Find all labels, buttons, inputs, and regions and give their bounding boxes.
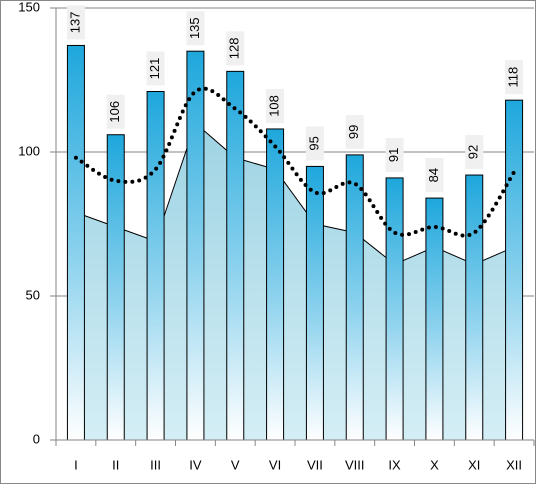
y-tick-label: 150 [18, 0, 40, 14]
bar [345, 154, 364, 441]
data-label: 84 [426, 168, 441, 182]
bar [505, 99, 524, 441]
data-label-box [385, 137, 404, 172]
bar [66, 44, 85, 441]
data-label: 92 [466, 145, 481, 159]
y-tick-label: 50 [26, 287, 40, 302]
data-label: 135 [187, 17, 202, 39]
data-label-box [66, 5, 85, 40]
y-tick-label: 0 [33, 431, 40, 446]
bar [305, 165, 324, 441]
bar [465, 174, 484, 441]
bar [385, 177, 404, 441]
data-label: 91 [386, 148, 401, 162]
x-tick-label: VIII [345, 457, 365, 472]
x-tick-label: VI [269, 457, 281, 472]
x-tick-label: IV [189, 457, 202, 472]
data-label: 128 [227, 38, 242, 60]
data-label: 99 [346, 125, 361, 139]
bar [186, 50, 205, 441]
data-label-box [345, 114, 364, 149]
bar [226, 70, 245, 441]
bar [146, 91, 165, 441]
data-label-box [266, 88, 285, 123]
data-label-box [146, 51, 165, 86]
y-tick-label: 100 [18, 143, 40, 158]
bar [266, 128, 285, 441]
trend-line [73, 86, 517, 238]
data-label: 108 [267, 95, 282, 117]
data-label: 118 [506, 67, 521, 88]
x-tick-label: IX [388, 457, 401, 472]
data-label-box [505, 60, 524, 95]
x-tick-label: V [231, 457, 240, 472]
bar [425, 197, 444, 441]
x-tick-label: III [150, 457, 161, 472]
data-label-box [305, 126, 324, 161]
data-label-box [425, 158, 444, 193]
data-label-box [226, 31, 245, 66]
x-tick-label: X [430, 457, 439, 472]
data-label: 137 [67, 12, 82, 34]
data-label: 121 [147, 58, 162, 80]
data-label-box [186, 11, 205, 46]
x-tick-label: XI [468, 457, 480, 472]
x-tick-label: II [112, 457, 119, 472]
data-label: 95 [306, 136, 321, 150]
data-label-box [465, 135, 484, 170]
x-tick-label: XII [506, 457, 522, 472]
x-tick-label: VII [307, 457, 323, 472]
data-label: 106 [107, 101, 122, 123]
data-label-box [106, 94, 125, 129]
x-tick-label: I [74, 457, 78, 472]
